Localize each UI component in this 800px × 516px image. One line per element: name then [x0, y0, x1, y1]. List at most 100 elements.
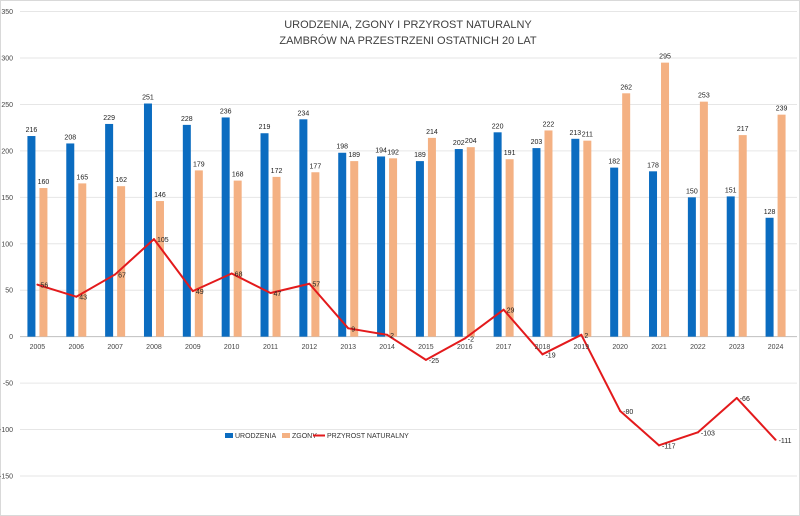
- bar-urodzenia: [182, 124, 191, 337]
- bar-zgony: [583, 140, 592, 337]
- x-tick-label: 2019: [574, 344, 590, 351]
- line-point: [658, 444, 661, 447]
- line-point: [36, 283, 39, 286]
- y-axis: -150 -100 -50 0 50 100 150 200 250 300 350: [0, 9, 13, 480]
- bar-data-label: 165: [76, 174, 88, 181]
- bar-urodzenia: [532, 148, 541, 337]
- bars: 2162082292512282362192341981941892022202…: [26, 54, 788, 337]
- x-tick-label: 2014: [379, 344, 395, 351]
- bar-zgony: [155, 201, 164, 337]
- line-data-label: 2: [390, 333, 394, 340]
- bar-data-label: 208: [64, 134, 76, 141]
- bar-data-label: 228: [181, 116, 193, 123]
- line-point: [386, 333, 389, 336]
- bar-urodzenia: [454, 149, 463, 337]
- bar-urodzenia: [221, 117, 230, 337]
- line-data-label: -80: [623, 409, 633, 416]
- bar-zgony: [622, 93, 631, 337]
- x-tick-label: 2006: [68, 344, 84, 351]
- x-axis: 2005 2006 2007 2008 2009 2010 2011 2012 2013 2014…: [30, 344, 784, 351]
- bar-urodzenia: [338, 152, 347, 337]
- net-growth-line: 56 43 67 105 49 68 47 57 9 2 -25 -2 29 -19 2 -80 -117 -10…: [36, 237, 792, 450]
- y-tick-label: -150: [0, 474, 13, 481]
- legend: URODZENIA ZGONY PRZYROST NATURALNY: [225, 433, 409, 440]
- bar-urodzenia: [27, 136, 36, 337]
- bar-data-label: 214: [426, 129, 438, 136]
- x-tick-label: 2007: [107, 344, 123, 351]
- line-data-label: 49: [196, 289, 204, 296]
- x-tick-label: 2016: [457, 344, 473, 351]
- x-tick-label: 2013: [340, 344, 356, 351]
- line-data-label: -25: [429, 358, 439, 365]
- line-data-label: 43: [79, 295, 87, 302]
- bar-zgony: [505, 159, 514, 337]
- bar-zgony: [427, 137, 436, 337]
- bar-zgony: [194, 170, 203, 337]
- line-point: [696, 431, 699, 434]
- bar-data-label: 219: [259, 124, 271, 131]
- bar-data-label: 216: [26, 127, 38, 134]
- bar-zgony: [39, 188, 48, 337]
- bar-zgony: [699, 101, 708, 337]
- bar-urodzenia: [726, 196, 735, 337]
- bar-urodzenia: [415, 161, 424, 337]
- bar-zgony: [311, 172, 320, 337]
- x-tick-label: 2021: [651, 344, 667, 351]
- bar-data-label: 234: [298, 110, 310, 117]
- line-data-label: -19: [545, 352, 555, 359]
- bar-zgony: [78, 183, 87, 337]
- x-tick-label: 2023: [729, 344, 745, 351]
- x-tick-label: 2020: [612, 344, 628, 351]
- bar-data-label: 295: [659, 54, 671, 61]
- bar-urodzenia: [765, 217, 774, 337]
- bar-urodzenia: [649, 171, 658, 337]
- y-tick-label: 350: [1, 9, 13, 16]
- line-point: [230, 272, 233, 275]
- line-data-label: 56: [40, 283, 48, 290]
- line-point: [541, 353, 544, 356]
- line-point: [191, 290, 194, 293]
- bar-data-label: 192: [387, 149, 399, 156]
- line-point: [424, 358, 427, 361]
- bar-data-label: 262: [620, 84, 632, 91]
- x-tick-label: 2008: [146, 344, 162, 351]
- x-tick-label: 2018: [535, 344, 551, 351]
- bar-zgony: [544, 130, 553, 337]
- chart-title-line1: URODZENIA, ZGONY I PRZYROST NATURALNY: [284, 19, 532, 31]
- bar-urodzenia: [143, 103, 152, 337]
- x-tick-label: 2012: [302, 344, 318, 351]
- legend-label: ZGONY: [292, 433, 317, 440]
- x-tick-label: 2010: [224, 344, 240, 351]
- bar-data-label: 178: [647, 162, 659, 169]
- bar-data-label: 217: [737, 126, 749, 133]
- bar-urodzenia: [260, 133, 269, 337]
- line-point: [774, 438, 777, 441]
- bar-data-label: 128: [764, 209, 776, 216]
- line-point: [619, 409, 622, 412]
- line-point: [75, 295, 78, 298]
- bar-data-label: 194: [375, 147, 387, 154]
- line-point: [308, 282, 311, 285]
- bar-zgony: [777, 114, 786, 337]
- bar-data-label: 253: [698, 93, 710, 100]
- y-tick-label: 100: [1, 241, 13, 248]
- line-data-label: -111: [779, 438, 792, 445]
- bar-data-label: 220: [492, 123, 504, 130]
- bar-zgony: [272, 176, 281, 337]
- line-data-label: -117: [662, 443, 676, 450]
- bar-data-label: 177: [310, 163, 322, 170]
- y-tick-label: 250: [1, 102, 13, 109]
- bar-zgony: [738, 135, 747, 337]
- bar-data-label: 239: [776, 106, 788, 113]
- line-point: [580, 333, 583, 336]
- line-point: [152, 238, 155, 241]
- line-data-label: -103: [701, 430, 715, 437]
- y-tick-label: 0: [9, 334, 13, 341]
- line-point: [735, 396, 738, 399]
- bar-zgony: [350, 161, 359, 337]
- x-tick-label: 2017: [496, 344, 512, 351]
- x-tick-label: 2011: [263, 344, 278, 351]
- bar-data-label: 198: [336, 144, 348, 151]
